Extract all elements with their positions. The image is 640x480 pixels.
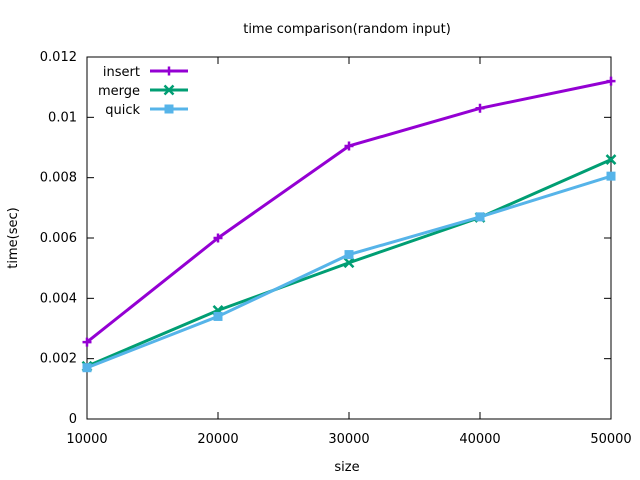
legend-label-insert: insert (103, 65, 140, 80)
series-line-quick (86, 174, 612, 370)
data-point-merge (605, 154, 617, 165)
y-tick-label: 0 (69, 412, 77, 427)
y-tick-label: 0.006 (40, 231, 77, 246)
y-tick-label: 0.004 (40, 291, 77, 306)
y-tick-label: 0.002 (40, 352, 77, 367)
series-insert (82, 76, 616, 347)
y-tick-label: 0.01 (48, 110, 77, 125)
legend-marker-quick (164, 104, 174, 114)
x-tick-label: 40000 (459, 432, 500, 447)
data-point-insert (213, 233, 223, 243)
data-point-insert (82, 337, 92, 347)
x-tick-label: 50000 (590, 432, 631, 447)
data-point-quick (606, 171, 616, 181)
series-line-insert (86, 79, 612, 344)
x-tick-label: 10000 (66, 432, 107, 447)
data-point-insert (606, 76, 616, 86)
y-axis-label: time(sec) (6, 207, 21, 268)
chart-title: time comparison(random input) (243, 22, 451, 37)
y-tick-label: 0.008 (40, 171, 77, 186)
y-tick-label: 0.012 (40, 50, 77, 65)
x-tick-label: 30000 (328, 432, 369, 447)
legend-label-merge: merge (98, 84, 140, 99)
data-point-quick (475, 212, 485, 222)
x-axis: 10000 20000 30000 40000 50000 (66, 57, 632, 447)
series-quick (82, 171, 616, 373)
legend-marker-merge (163, 84, 175, 96)
legend: insert merge quick (98, 65, 188, 118)
data-point-merge (343, 257, 355, 269)
legend-label-quick: quick (105, 103, 140, 118)
x-tick-label: 20000 (197, 432, 238, 447)
x-axis-label: size (334, 460, 359, 475)
data-point-quick (344, 250, 354, 260)
data-point-quick (82, 363, 92, 373)
data-point-insert (475, 103, 485, 113)
series-layer (81, 76, 617, 373)
y-axis: 0 0.002 0.004 0.006 0.008 0.01 0.012 (40, 50, 611, 427)
data-point-quick (213, 311, 223, 321)
data-point-insert (344, 141, 354, 151)
legend-marker-insert (164, 66, 174, 76)
